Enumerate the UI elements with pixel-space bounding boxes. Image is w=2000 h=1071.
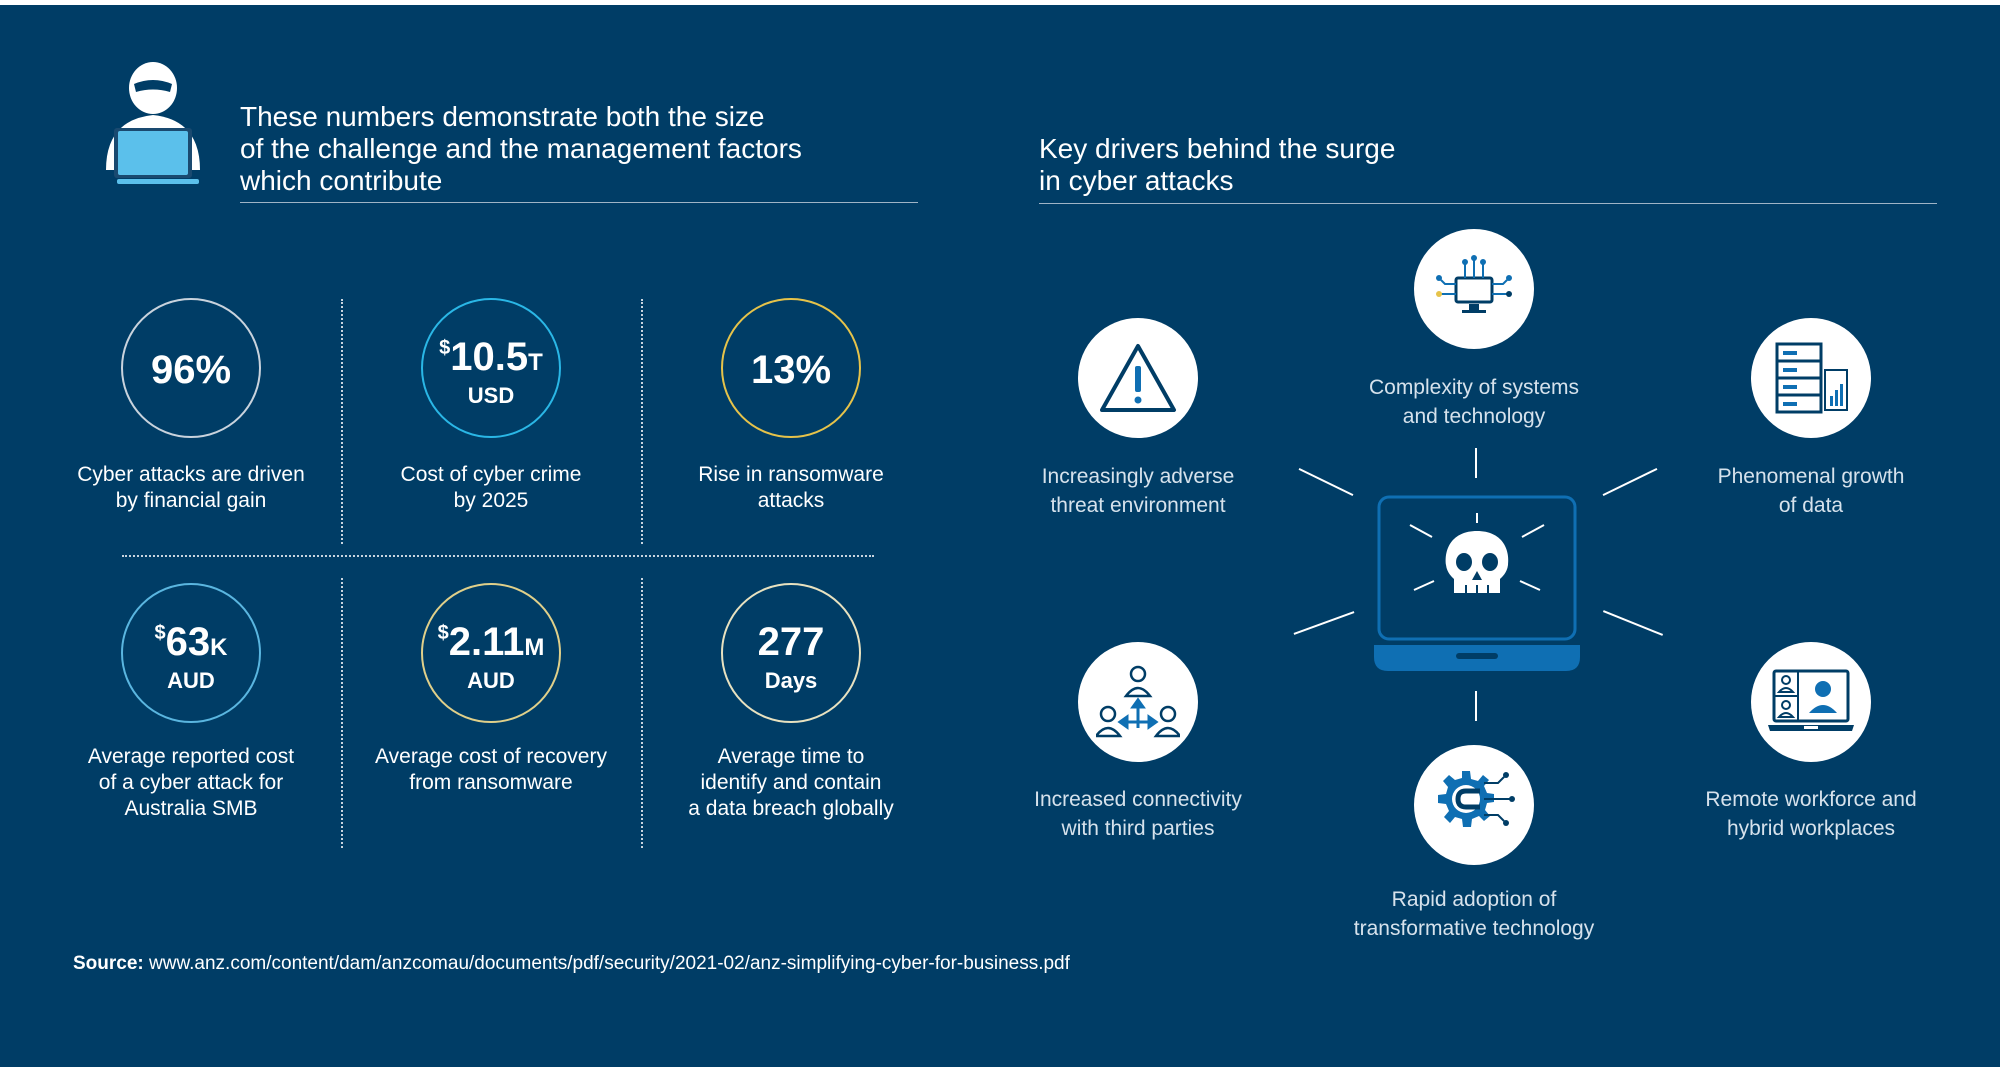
stat-unit: AUD: [467, 667, 515, 693]
left-heading-line: of the challenge and the management fact…: [240, 133, 802, 164]
stat-caption: Average cost of recovery from ransomware: [375, 745, 607, 794]
video-call-icon: [1768, 669, 1854, 731]
dotted-divider: [341, 299, 343, 544]
driver-caption: Rapid adoption of transformative technolo…: [1353, 888, 1595, 940]
driver-circle: [1078, 642, 1198, 762]
stat-value: $63K: [154, 619, 228, 664]
stat-unit: USD: [467, 382, 515, 408]
left-heading-rule: [240, 202, 918, 203]
infographic: These numbers demonstrate both the size …: [0, 5, 2000, 1067]
stat-circle: $63K AUD: [121, 583, 261, 723]
driver-circle: [1751, 318, 1871, 438]
stat-caption: Cyber attacks are driven by financial gai…: [77, 463, 305, 512]
stat-circle: 96%: [121, 298, 261, 438]
stat-value: 96%: [150, 347, 232, 392]
skull-laptop-icon: [1374, 495, 1580, 671]
right-heading-line: Key drivers behind the surge: [1039, 133, 1396, 164]
stat-value: 13%: [750, 347, 832, 392]
hacker-laptop-icon: [106, 62, 200, 184]
stat-unit: AUD: [167, 667, 215, 693]
left-heading-line: These numbers demonstrate both the size: [240, 101, 765, 132]
stat-caption: Average time to identify and contain a dat…: [688, 745, 894, 820]
right-heading-line: in cyber attacks: [1039, 165, 1234, 196]
stat-circle: $10.5T USD: [421, 298, 561, 438]
stat-unit: Days: [764, 667, 818, 693]
source-note: Source: www.anz.com/content/dam/anzcomau…: [73, 953, 1070, 975]
driver-caption: Increased connectivity with third parties: [1034, 788, 1242, 840]
connector-line: [1602, 467, 1658, 497]
stat-caption: Average reported cost of a cyber attack f…: [87, 745, 295, 820]
stat-value: 277: [757, 619, 825, 664]
source-label: Source:: [73, 953, 144, 974]
stat-caption: Rise in ransomware attacks: [698, 463, 884, 512]
right-heading-rule: [1039, 203, 1937, 204]
left-heading: These numbers demonstrate both the size …: [240, 101, 802, 197]
dotted-divider: [122, 555, 874, 557]
driver-circle: [1414, 745, 1534, 865]
driver-circle: [1414, 229, 1534, 349]
stat-circle: 13%: [721, 298, 861, 438]
driver-caption: Phenomenal growth of data: [1717, 465, 1905, 517]
stat-circle: $2.11M AUD: [421, 583, 561, 723]
driver-circle: [1751, 642, 1871, 762]
warning-icon: [1100, 344, 1176, 412]
left-heading-line: which contribute: [240, 165, 443, 196]
connector-line: [1602, 610, 1664, 636]
driver-caption: Increasingly adverse threat environment: [1041, 465, 1235, 517]
connector-line: [1475, 448, 1477, 478]
driver-caption: Complexity of systems and technology: [1368, 376, 1580, 428]
connector-line: [1298, 467, 1354, 497]
dotted-divider: [641, 299, 643, 544]
connector-line: [1293, 611, 1355, 635]
gear-tech-icon: [1438, 771, 1515, 827]
right-heading: Key drivers behind the surge in cyber at…: [1039, 133, 1395, 197]
network-people-icon: [1096, 665, 1180, 738]
driver-circle: [1078, 318, 1198, 438]
driver-caption: Remote workforce and hybrid workplaces: [1705, 788, 1917, 840]
dotted-divider: [341, 578, 343, 848]
data-server-icon: [1775, 342, 1848, 414]
stat-value: $10.5T: [439, 334, 543, 379]
dotted-divider: [641, 578, 643, 848]
stat-caption: Cost of cyber crime by 2025: [400, 463, 582, 512]
stat-value: $2.11M: [437, 619, 545, 664]
source-url: www.anz.com/content/dam/anzcomau/documen…: [149, 953, 1070, 974]
connector-line: [1475, 691, 1477, 721]
stat-circle: 277 Days: [721, 583, 861, 723]
circuit-computer-icon: [1436, 255, 1512, 313]
